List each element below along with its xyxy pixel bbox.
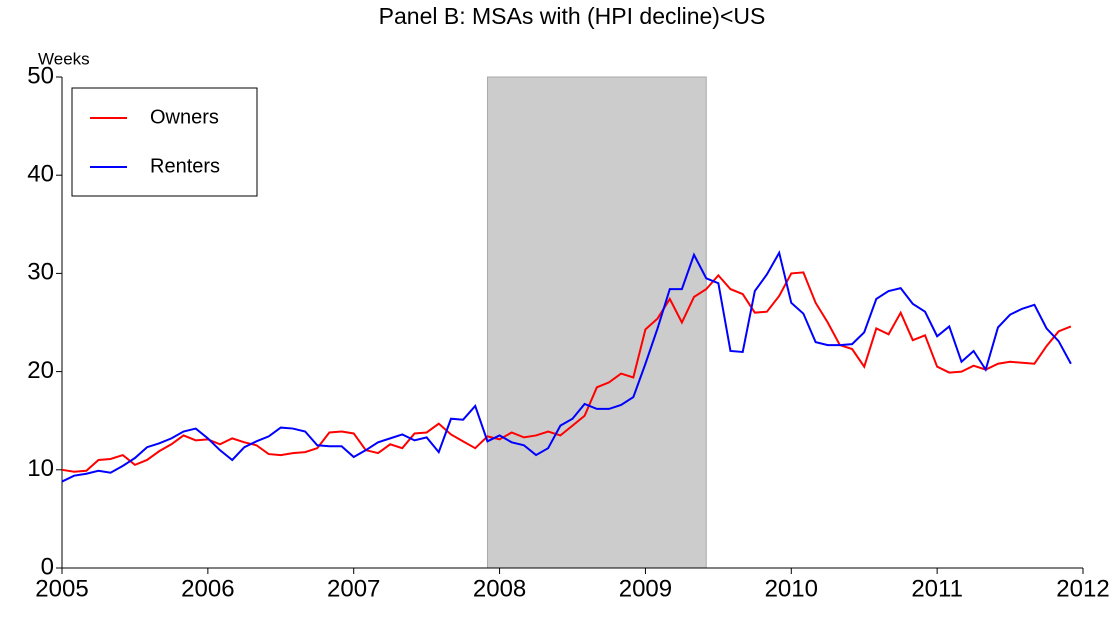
y-tick-label: 40	[27, 161, 54, 188]
x-tick-label: 2006	[181, 575, 234, 602]
y-tick-label: 10	[27, 455, 54, 482]
x-tick-label: 2009	[619, 575, 672, 602]
x-tick-label: 2005	[35, 575, 88, 602]
series-line	[61, 250, 1072, 483]
y-tick-label: 0	[41, 553, 54, 580]
y-tick-label: 30	[27, 259, 54, 286]
series-line	[61, 271, 1072, 473]
x-tick-label: 2007	[327, 575, 380, 602]
y-axis-label: Weeks	[38, 49, 90, 68]
x-tick-label: 2012	[1056, 575, 1109, 602]
y-tick-label: 20	[27, 357, 54, 384]
shaded-region	[486, 76, 707, 569]
x-tick-label: 2011	[911, 575, 963, 602]
x-tick-label: 2008	[473, 575, 526, 602]
chart-title: Panel B: MSAs with (HPI decline)<US	[379, 3, 766, 29]
legend-label: Renters	[150, 155, 220, 177]
y-tick-label: 50	[27, 62, 54, 89]
legend-box	[71, 87, 258, 197]
legend-label: Owners	[150, 106, 219, 128]
x-tick-label: 2010	[765, 575, 818, 602]
